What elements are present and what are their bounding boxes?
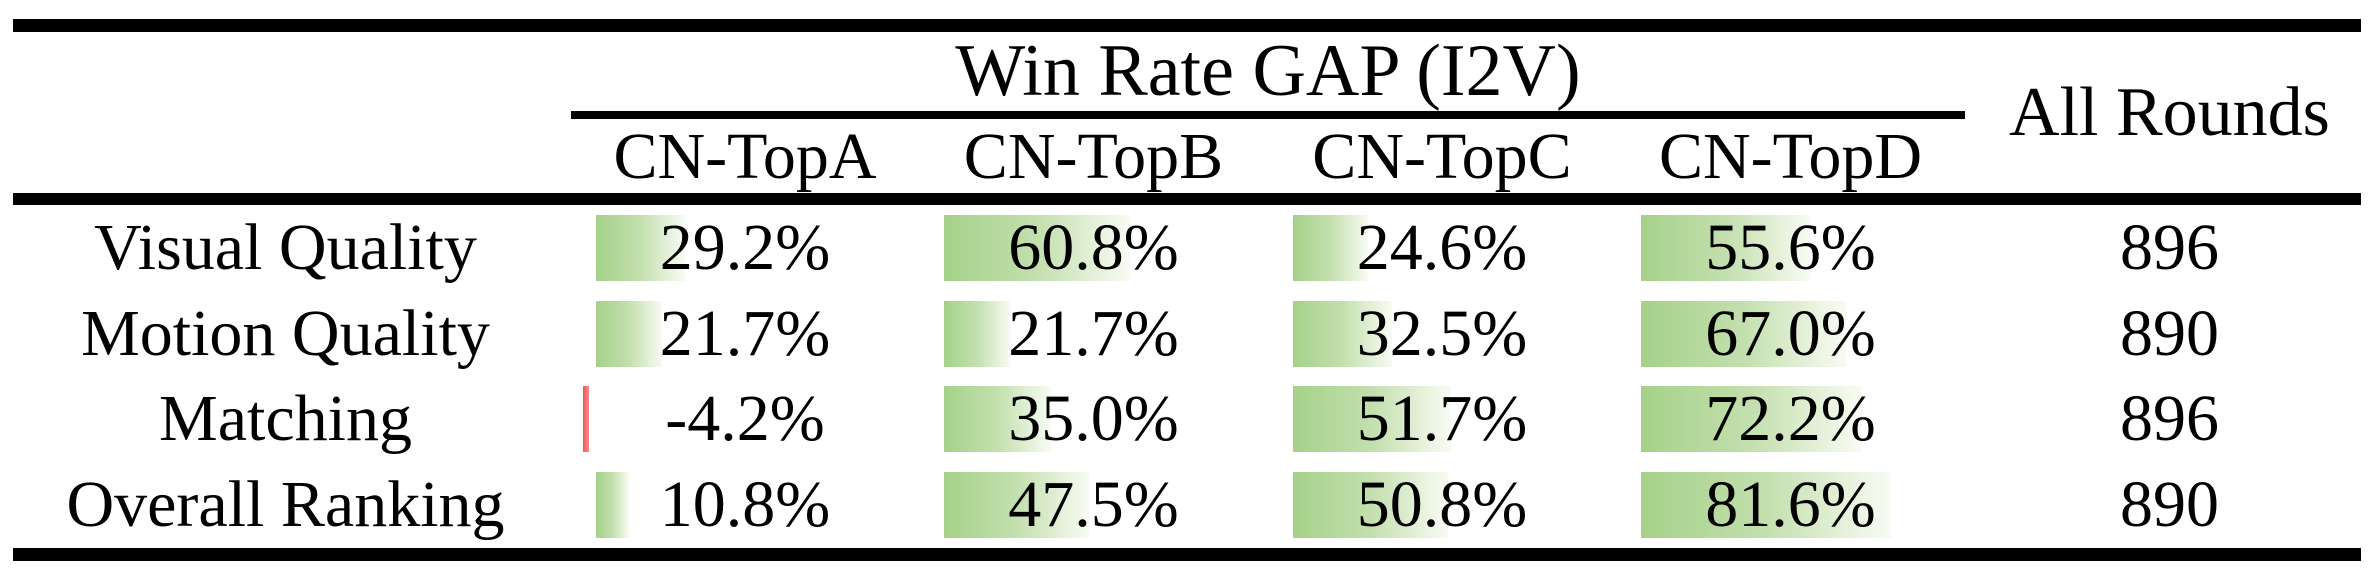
header-body-rule [13, 193, 2361, 205]
cell-value: 47.5% [1008, 468, 1179, 542]
data-cell: 47.5% [919, 462, 1268, 548]
cell-value: 51.7% [1356, 382, 1528, 456]
data-cell: 29.2% [571, 205, 919, 291]
cell-value: 21.7% [1008, 296, 1179, 370]
all-rounds-value: 890 [2120, 296, 2219, 370]
databar [1641, 386, 1862, 453]
data-cell: 10.8% [571, 462, 919, 548]
data-cell: -4.2% [571, 377, 919, 463]
databar [1641, 300, 1847, 367]
data-cell: 21.7% [571, 291, 919, 377]
bottom-rule [13, 548, 2361, 561]
all-rounds-value: 896 [2120, 210, 2219, 284]
row-label: Motion Quality [81, 296, 490, 370]
databar [1293, 386, 1452, 453]
cell-value: 67.0% [1705, 296, 1876, 370]
top-rule [13, 19, 2361, 32]
databar [596, 472, 630, 539]
data-cell: 67.0% [1616, 291, 1965, 377]
cell-value: 55.6% [1705, 210, 1876, 284]
databar [1293, 300, 1393, 367]
cell-value: 24.6% [1356, 210, 1528, 284]
databar [1641, 472, 1891, 539]
databar [1293, 472, 1449, 539]
cell-value: 21.7% [659, 296, 831, 370]
data-cell: 81.6% [1616, 462, 1965, 548]
databar [596, 214, 686, 281]
column-header-cn-topa: CN-TopA [613, 120, 877, 193]
column-header-cn-topc: CN-TopC [1312, 120, 1572, 193]
data-cell: 55.6% [1616, 205, 1965, 291]
data-cell: 51.7% [1268, 377, 1616, 463]
data-cell: 50.8% [1268, 462, 1616, 548]
row-label: Matching [159, 382, 412, 456]
cell-value: 10.8% [659, 468, 831, 542]
databar [1293, 214, 1369, 281]
cell-value: 35.0% [1008, 382, 1179, 456]
data-cell: 72.2% [1616, 377, 1965, 463]
databar [944, 214, 1131, 281]
cell-value: 72.2% [1705, 382, 1876, 456]
all-rounds-column-header: All Rounds [2009, 74, 2330, 151]
databar [583, 386, 589, 453]
databar [944, 386, 1052, 453]
data-cell: 32.5% [1268, 291, 1616, 377]
data-cell: 35.0% [919, 377, 1268, 463]
row-label: Overall Ranking [66, 468, 505, 542]
cell-value: 81.6% [1705, 468, 1876, 542]
cell-value: 60.8% [1008, 210, 1179, 284]
databar [944, 472, 1090, 539]
cell-value: 32.5% [1356, 296, 1528, 370]
column-header-cn-topd: CN-TopD [1658, 120, 1923, 193]
cell-value: 50.8% [1356, 468, 1528, 542]
table-body: Visual Quality 29.2% 60.8% 24.6% 55.6% 8… [0, 205, 2374, 548]
databar [944, 300, 1011, 367]
databar [1641, 214, 1812, 281]
data-cell: 24.6% [1268, 205, 1616, 291]
cell-value: -4.2% [665, 382, 825, 456]
spanner-underline-rule [571, 111, 1965, 119]
row-label: Visual Quality [94, 210, 477, 284]
column-header-row: CN-TopA CN-TopB CN-TopC CN-TopD [571, 119, 1965, 193]
data-cell: 21.7% [919, 291, 1268, 377]
spanner-header: Win Rate GAP (I2V) [955, 29, 1581, 112]
all-rounds-value: 896 [2120, 382, 2219, 456]
cell-value: 29.2% [659, 210, 831, 284]
databar [596, 300, 663, 367]
data-cell: 60.8% [919, 205, 1268, 291]
all-rounds-value: 890 [2120, 468, 2219, 542]
column-header-cn-topb: CN-TopB [963, 120, 1224, 193]
